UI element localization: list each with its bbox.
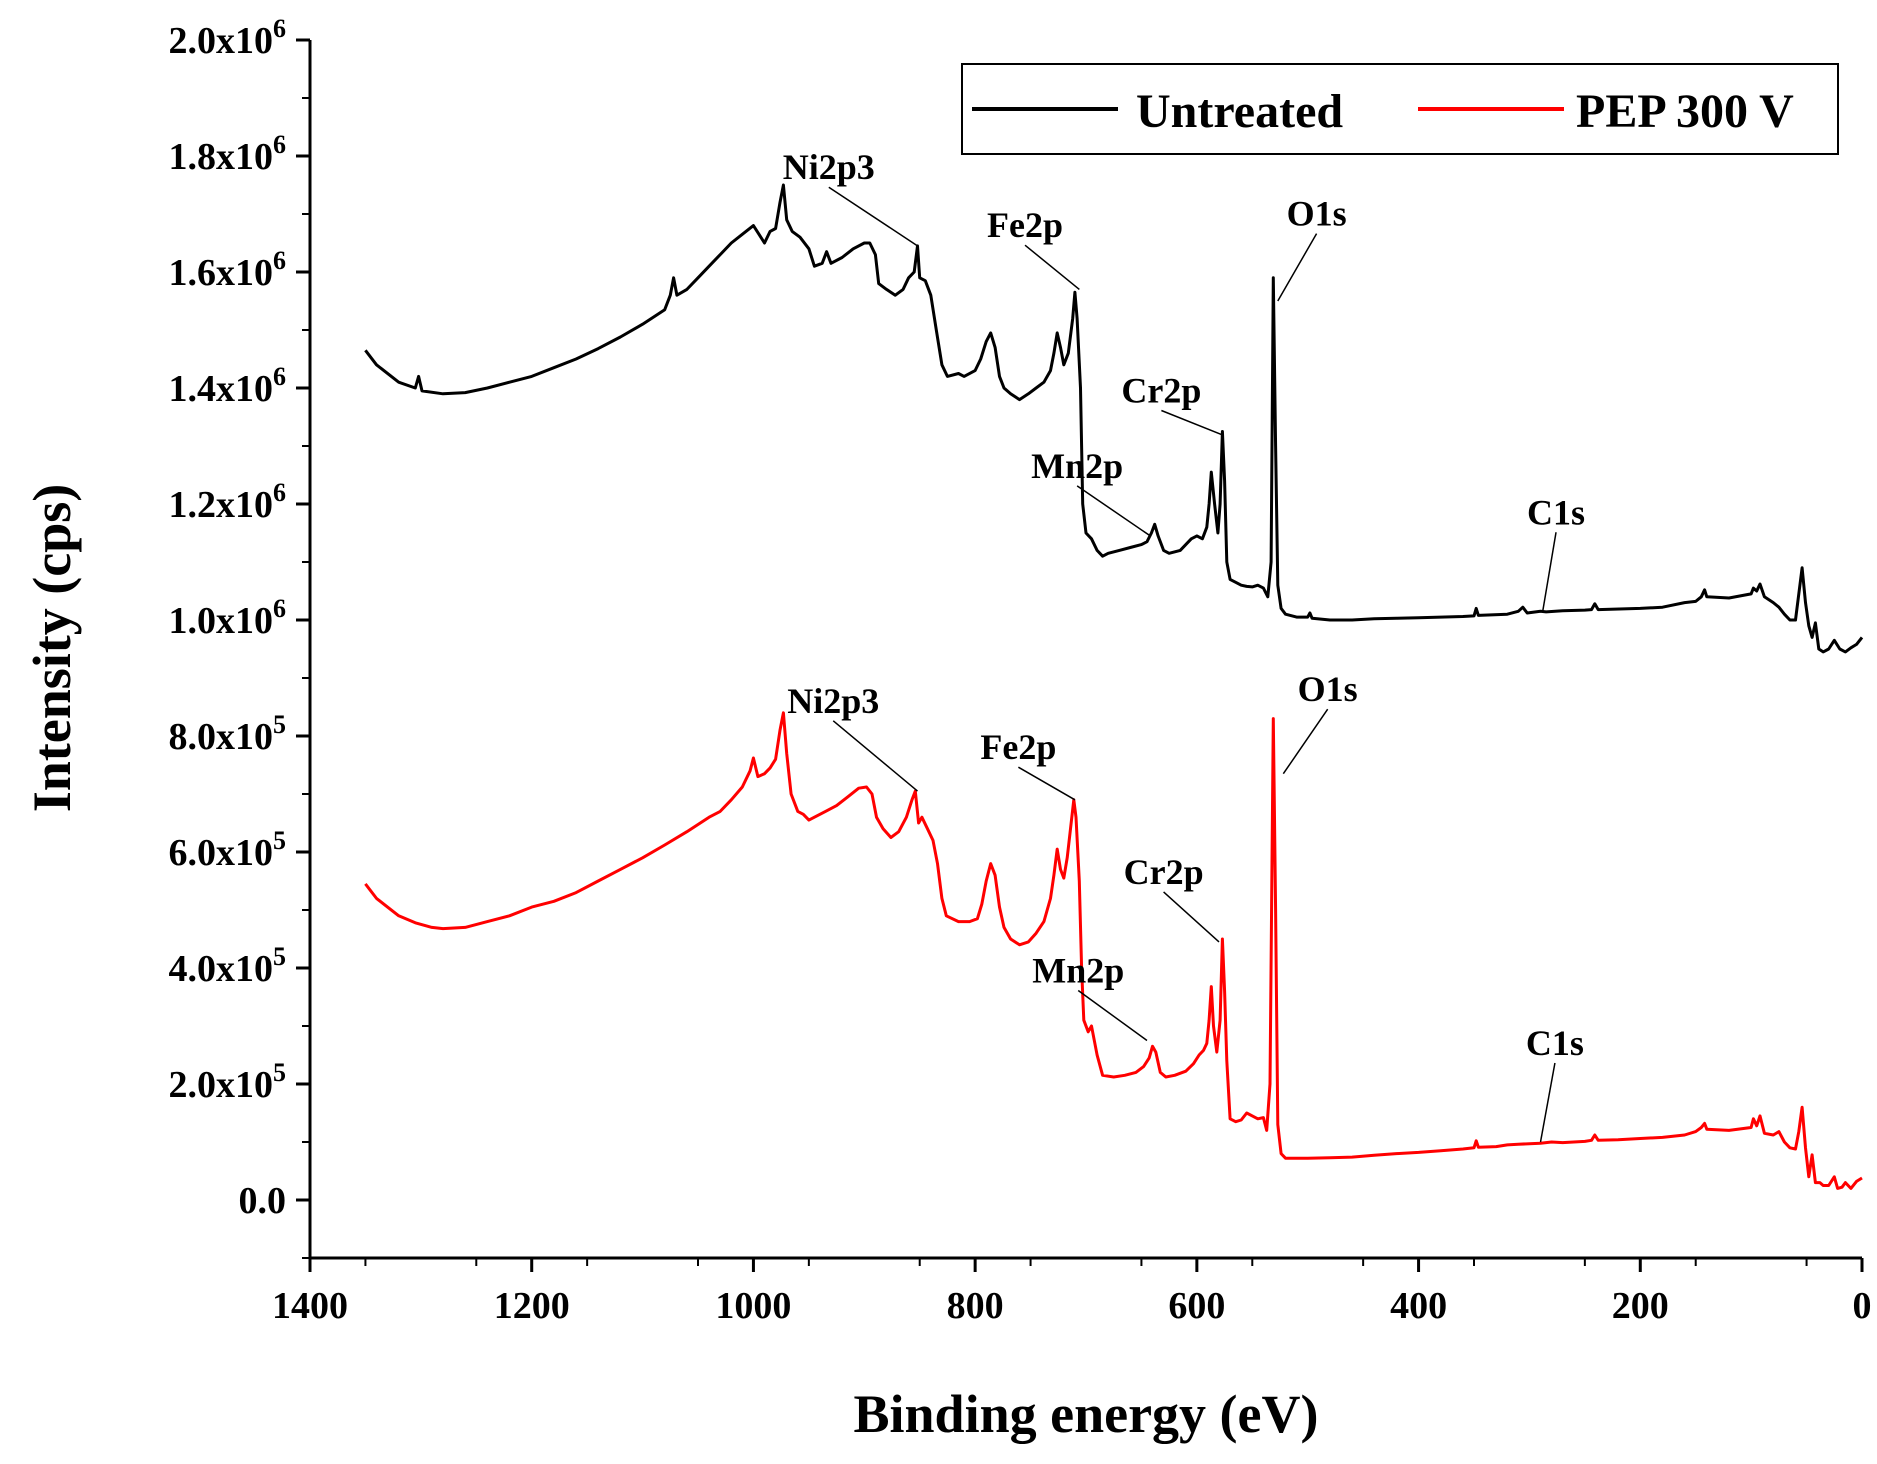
y-tick-label-1800000: 1.8x106 — [169, 130, 287, 178]
legend-label-untreated: Untreated — [1136, 85, 1343, 138]
series-line-pep-300-v — [364, 711, 1863, 1190]
y-tick-label-1200000: 1.2x106 — [169, 478, 287, 526]
annotation-label-mn2p-untreated: Mn2p — [1031, 446, 1123, 486]
annotation-leader-mn2p-untreated — [1076, 485, 1151, 537]
x-tick-label-1400: 1400 — [272, 1285, 348, 1327]
annotation-label-o1s-untreated: O1s — [1287, 194, 1347, 234]
axis-ticks: 1400 1200 1000 800 600 400 200 0 0.0 2.0x105 4.0x1… — [169, 14, 1872, 1327]
series-lines — [364, 183, 1864, 1190]
axes-frame — [308, 40, 1862, 1260]
y-tick-label-600000: 6.0x105 — [169, 826, 287, 874]
annotation-leader-c1s-untreated — [1541, 532, 1557, 612]
annotation-label-mn2p-pep-300-v: Mn2p — [1032, 951, 1124, 991]
x-axis-title: Binding energy (eV) — [854, 1384, 1319, 1444]
x-tick-label-800: 800 — [947, 1285, 1004, 1327]
x-tick-label-200: 200 — [1612, 1285, 1669, 1327]
y-tick-label-2000000: 2.0x106 — [169, 14, 287, 62]
y-tick-label-800000: 8.0x105 — [169, 710, 287, 758]
peak-annotations: Ni2p3 Fe2p O1s Cr2p Mn2p C1s Ni2p3 Fe2p O1s Cr2p M… — [783, 147, 1585, 1143]
annotation-leader-o1s-pep-300-v — [1282, 708, 1329, 775]
annotation-label-ni2p3-pep-300-v: Ni2p3 — [787, 681, 879, 721]
annotation-leader-mn2p-pep-300-v — [1077, 989, 1148, 1042]
series-line-untreated — [364, 183, 1864, 654]
annotation-label-c1s-pep-300-v: C1s — [1526, 1023, 1584, 1063]
annotation-leader-ni2p3-untreated — [828, 186, 918, 247]
annotation-leader-cr2p-untreated — [1161, 409, 1222, 436]
y-tick-label-200000: 2.0x105 — [169, 1058, 287, 1106]
annotation-label-fe2p-pep-300-v: Fe2p — [980, 727, 1056, 767]
annotation-leader-o1s-untreated — [1277, 233, 1318, 302]
legend: Untreated PEP 300 V — [961, 63, 1839, 155]
annotation-label-ni2p3-untreated: Ni2p3 — [783, 147, 875, 187]
x-tick-label-0: 0 — [1853, 1285, 1872, 1327]
annotation-leader-fe2p-untreated — [1024, 244, 1080, 290]
y-tick-label-400000: 4.0x105 — [169, 942, 287, 990]
annotation-label-fe2p-untreated: Fe2p — [987, 205, 1063, 245]
y-tick-label-1400000: 1.4x106 — [169, 362, 287, 410]
y-axis-title: Intensity (cps) — [22, 484, 82, 813]
y-tick-label-1600000: 1.6x106 — [169, 246, 287, 294]
annotation-label-c1s-untreated: C1s — [1527, 492, 1585, 532]
legend-label-pep-300v: PEP 300 V — [1576, 85, 1794, 138]
y-tick-label-0: 0.0 — [239, 1180, 287, 1222]
x-tick-label-400: 400 — [1390, 1285, 1447, 1327]
annotation-leader-ni2p3-pep-300-v — [832, 720, 918, 792]
annotation-leader-cr2p-pep-300-v — [1163, 891, 1220, 943]
y-tick-label-1000000: 1.0x106 — [169, 594, 287, 642]
annotation-label-cr2p-pep-300-v: Cr2p — [1124, 852, 1204, 892]
annotation-label-o1s-pep-300-v: O1s — [1298, 669, 1358, 709]
annotation-leader-c1s-pep-300-v — [1539, 1062, 1556, 1143]
annotation-label-cr2p-untreated: Cr2p — [1121, 371, 1201, 411]
annotation-leader-fe2p-pep-300-v — [1018, 766, 1076, 801]
x-tick-label-1000: 1000 — [715, 1285, 791, 1327]
x-tick-label-600: 600 — [1168, 1285, 1225, 1327]
x-tick-label-1200: 1200 — [494, 1285, 570, 1327]
